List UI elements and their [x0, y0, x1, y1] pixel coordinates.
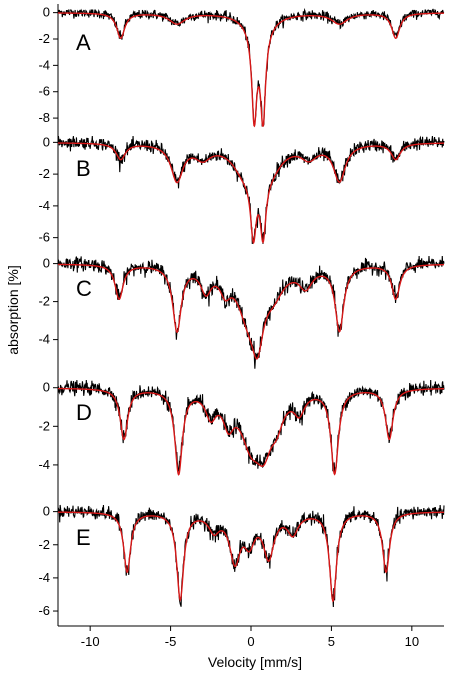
- y-tick-label: 0: [43, 380, 50, 395]
- fit-curve-d: [57, 387, 444, 476]
- y-tick-label: -4: [38, 457, 50, 472]
- spectra-panels: 0 -2 -4 -6 -8 A 0 -2 -4 -6 B 0 -2 -4 C 0 -2 -4 D 0 -2 -4 -6 E: [38, 5, 445, 618]
- panel-d: 0 -2 -4 D: [38, 380, 445, 476]
- y-tick-label: -6: [38, 84, 50, 99]
- y-tick-label: -4: [38, 570, 50, 585]
- fit-curve-b: [57, 142, 445, 245]
- y-tick-label: 0: [43, 256, 50, 271]
- panel-c: 0 -2 -4 C: [38, 256, 445, 369]
- panel-e: 0 -2 -4 -6 E: [38, 504, 445, 618]
- panel-label-d: D: [76, 400, 92, 425]
- fit-curve-e: [58, 511, 445, 603]
- x-tick-label: 10: [405, 634, 419, 649]
- y-tick-label: -2: [38, 294, 50, 309]
- y-tick-label: -4: [38, 198, 50, 213]
- panel-label-b: B: [76, 156, 91, 181]
- y-tick-label: -2: [38, 418, 50, 433]
- y-tick-label: -4: [38, 332, 50, 347]
- y-tick-label: 0: [43, 5, 50, 20]
- panel-label-a: A: [76, 30, 91, 55]
- y-tick-label: -8: [38, 110, 50, 125]
- y-tick-label: -6: [38, 230, 50, 245]
- panel-b: 0 -2 -4 -6 B: [38, 134, 445, 245]
- y-tick-label: -6: [38, 603, 50, 618]
- y-tick-label: -2: [38, 166, 50, 181]
- fit-curve-c: [57, 263, 445, 360]
- y-tick-label: -2: [38, 31, 50, 46]
- x-tick-label: 0: [247, 634, 254, 649]
- x-tick-label: -10: [81, 634, 100, 649]
- y-tick-label: 0: [43, 134, 50, 149]
- panel-a: 0 -2 -4 -6 -8 A: [38, 5, 445, 128]
- y-tick-label: -4: [38, 57, 50, 72]
- panel-label-c: C: [76, 276, 92, 301]
- y-tick-label: 0: [43, 504, 50, 519]
- axes: -10 -5 0 5 10: [57, 4, 444, 649]
- y-axis-title: absorption [%]: [5, 265, 21, 355]
- x-tick-label: 5: [328, 634, 335, 649]
- y-tick-label: -2: [38, 537, 50, 552]
- x-tick-label: -5: [165, 634, 177, 649]
- x-axis-title: Velocity [mm/s]: [208, 654, 302, 670]
- panel-label-e: E: [76, 525, 91, 550]
- fit-curve-a: [58, 12, 445, 128]
